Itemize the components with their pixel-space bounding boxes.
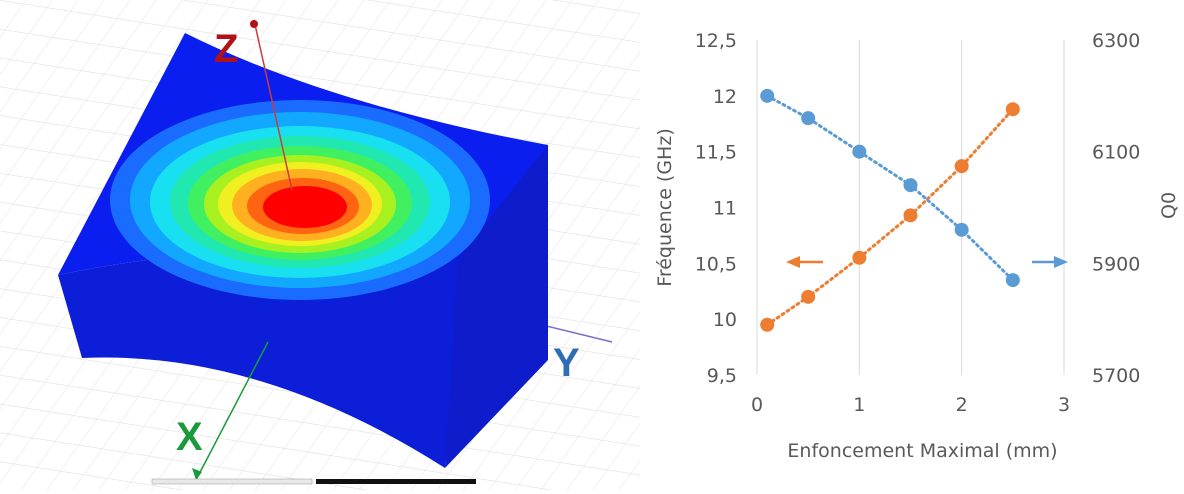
block-front-face <box>58 249 458 468</box>
y2-tick-label: 5700 <box>1092 365 1140 387</box>
x-axis-arrowhead <box>192 468 202 480</box>
tick-labels: 0 1 2 39,51010,51111,51212,5570059006100630… <box>695 30 1141 416</box>
trendline-left <box>765 107 1015 327</box>
y-tick-label: 9,5 <box>707 365 737 387</box>
data-point-left <box>903 208 918 223</box>
trendline-right <box>765 94 1015 282</box>
x-tick-label: 2 <box>956 394 968 416</box>
data-point-left <box>760 317 775 332</box>
y-axis-title: Fréquence (GHz) <box>654 128 676 286</box>
frequency-q0-chart: 0 1 2 39,51010,51111,51212,5570059006100630… <box>654 30 1180 462</box>
field-contours <box>110 100 490 300</box>
z-axis-line <box>253 19 293 191</box>
y-tick-label: 12,5 <box>695 30 737 52</box>
gridlines <box>756 40 1065 375</box>
y-tick-label: 11,5 <box>695 142 737 164</box>
y-tick-label: 10 <box>713 309 737 331</box>
data-point-left <box>1005 102 1020 117</box>
data-point-right <box>801 111 816 126</box>
y2-tick-label: 6100 <box>1092 142 1140 164</box>
y-axis-label: Y <box>553 341 580 385</box>
y-tick-label: 11 <box>713 198 737 220</box>
data-point-right <box>903 178 918 193</box>
hotspot <box>263 186 347 228</box>
z-axis-label: Z <box>214 27 238 71</box>
y2-axis-title: Q0 <box>1158 192 1180 219</box>
right-axis-arrowhead <box>1054 256 1068 268</box>
z-axis-arrowhead <box>250 20 258 28</box>
x-axis-label: X <box>176 415 203 459</box>
y-tick-label: 10,5 <box>695 253 737 275</box>
x-axis-line <box>195 341 269 481</box>
simulation-render: Z X Y <box>0 0 640 490</box>
data-point-left <box>801 289 816 304</box>
data-point-right <box>954 222 969 237</box>
y2-tick-label: 6300 <box>1092 30 1140 52</box>
x-axis-title: Enfoncement Maximal (mm) <box>787 440 1057 462</box>
x-tick-label: 1 <box>853 394 865 416</box>
scale-bar <box>151 478 476 485</box>
y2-tick-label: 5900 <box>1092 253 1140 275</box>
chart-panel: 0 1 2 3 9,5 10 10,5 11 11,5 12 12,5 5700 5900 6100 630… <box>640 0 1184 490</box>
x-tick-label: 3 <box>1058 394 1070 416</box>
data-point-left <box>852 250 867 265</box>
data-point-left <box>954 159 969 174</box>
y-tick-label: 12 <box>713 86 737 108</box>
left-axis-arrowhead <box>786 256 800 268</box>
x-tick-label: 0 <box>751 394 763 416</box>
axis-indicator-arrows <box>786 256 1068 268</box>
trendlines <box>765 94 1015 327</box>
field-distribution-image: Z X Y <box>0 0 640 490</box>
data-point-right <box>760 88 775 103</box>
data-point-right <box>852 144 867 159</box>
data-point-right <box>1005 273 1020 288</box>
data-points <box>760 88 1020 332</box>
